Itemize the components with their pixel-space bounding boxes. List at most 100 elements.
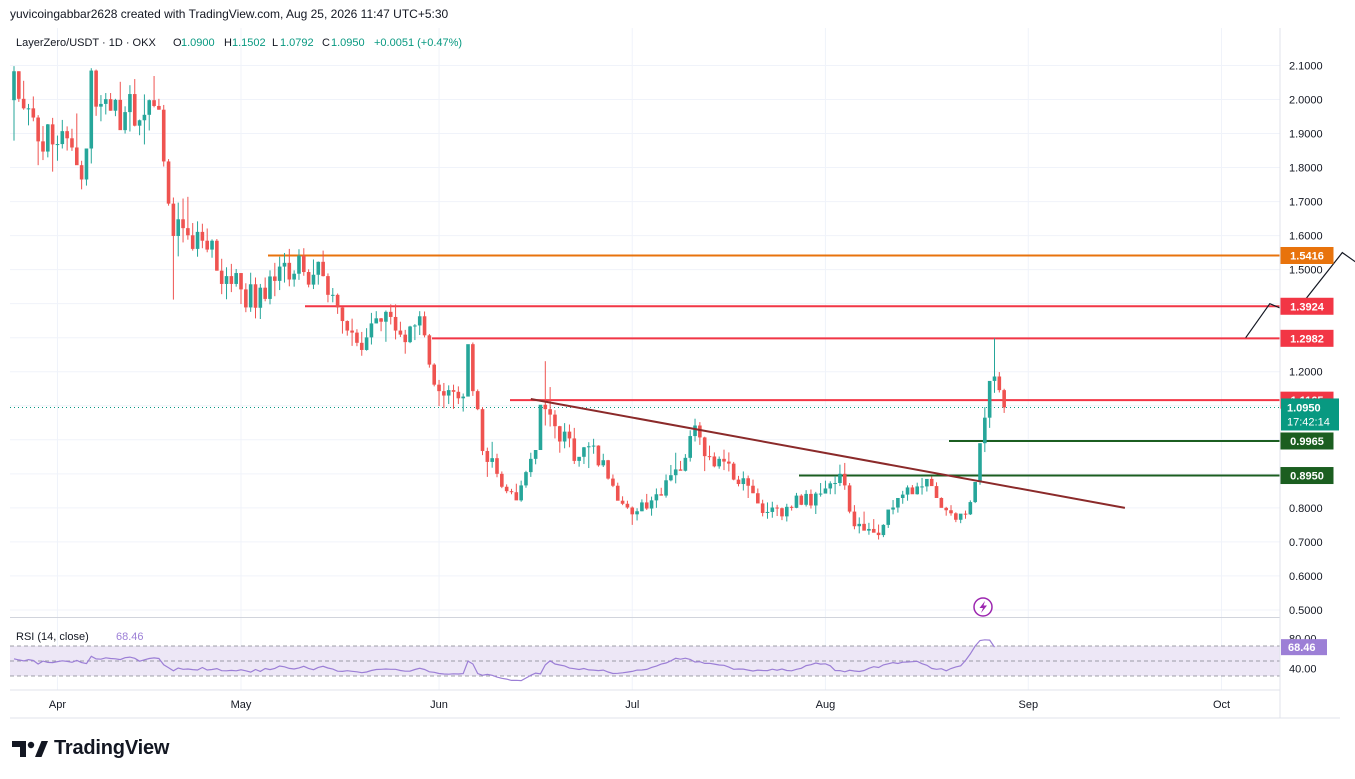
candle: [500, 471, 504, 489]
candle-body: [910, 487, 915, 495]
candle-body: [321, 261, 325, 277]
candle-body: [533, 450, 538, 459]
candle: [925, 478, 929, 492]
candle-body: [963, 513, 968, 515]
event-icon: [973, 597, 993, 617]
candle-body: [408, 326, 412, 343]
candle-body: [770, 507, 775, 512]
time-tick-jun: Jun: [430, 699, 448, 711]
candle: [287, 248, 292, 287]
candle-body: [475, 391, 480, 410]
candle: [335, 293, 340, 314]
candle-body: [842, 473, 847, 486]
level-tag: 1.5416: [1280, 246, 1334, 264]
candle-body: [142, 114, 147, 121]
level-tag-fill: [1281, 247, 1333, 264]
candle-body: [123, 112, 127, 131]
candle: [166, 159, 171, 206]
candle-body: [828, 483, 833, 489]
candle: [147, 99, 152, 131]
candle-body: [446, 390, 451, 396]
candle: [128, 85, 132, 132]
symbol-label: LayerZero/USDT · 1D · OKX: [16, 37, 156, 49]
candle-body: [297, 255, 301, 274]
tradingview-wordmark: TradingView: [54, 737, 170, 759]
candle: [41, 126, 45, 161]
candle: [79, 160, 84, 190]
candle-body: [741, 478, 746, 485]
candle-body: [1002, 390, 1006, 408]
candle-body: [21, 98, 26, 109]
candle-body: [915, 486, 920, 495]
candle: [388, 304, 393, 325]
candle-body: [567, 431, 572, 439]
candle: [403, 329, 408, 354]
candle-body: [118, 99, 123, 131]
horizontal-levels: [10, 254, 1280, 477]
candle-body: [635, 511, 639, 515]
candle: [475, 389, 480, 411]
candle-body: [596, 445, 601, 466]
current-price-text: 1.0950: [1287, 402, 1321, 414]
candle-body: [615, 485, 620, 501]
candle: [495, 453, 499, 478]
candle: [611, 474, 615, 488]
candle: [567, 424, 572, 448]
candle-body: [992, 376, 997, 381]
candle: [413, 324, 417, 341]
level-tag-fill: [1281, 298, 1333, 315]
candle: [601, 453, 606, 468]
price-tick: 1.5000: [1289, 265, 1323, 277]
time-tick-jul: Jul: [625, 699, 639, 711]
candle: [258, 283, 263, 319]
candle-body: [31, 108, 36, 118]
candle-body: [17, 71, 21, 99]
candle-body: [427, 335, 432, 365]
candle-body: [205, 240, 209, 250]
candle-body: [905, 487, 910, 495]
candle: [939, 497, 944, 508]
candle-body: [224, 276, 229, 284]
candle: [393, 304, 398, 340]
candle-body: [60, 131, 65, 145]
candle-body: [504, 486, 509, 492]
candle: [70, 128, 74, 151]
candle-body: [432, 364, 437, 385]
candle-body: [495, 458, 499, 474]
candle: [529, 452, 533, 477]
candle: [727, 452, 731, 472]
candle-body: [654, 494, 659, 501]
candle: [741, 471, 746, 491]
candle-body: [949, 510, 953, 514]
candle-body: [176, 219, 181, 236]
candle-body: [572, 438, 577, 461]
candle: [548, 387, 552, 427]
candle-body: [591, 445, 596, 447]
rsi-value-box: [1281, 639, 1327, 656]
tradingview-logo[interactable]: TradingView: [12, 737, 169, 760]
candle: [302, 248, 306, 276]
candle: [828, 481, 833, 495]
candle-body: [611, 478, 615, 486]
candle: [471, 342, 475, 396]
candle-body: [900, 494, 905, 498]
candle: [775, 504, 779, 517]
candle-body: [722, 458, 726, 462]
candle-body: [601, 460, 606, 466]
candle-body: [891, 507, 895, 510]
candle: [65, 126, 69, 151]
candle: [306, 269, 311, 288]
candle-body: [553, 414, 557, 427]
candle: [442, 382, 446, 409]
candle: [857, 517, 862, 534]
candle-body: [847, 485, 852, 512]
candle: [920, 477, 924, 495]
candle: [118, 81, 123, 131]
candle: [968, 500, 973, 516]
rsi-value-tag: 68.46: [1281, 639, 1327, 656]
level-tag-text: 1.3924: [1290, 301, 1325, 313]
candle-body: [268, 276, 272, 299]
candle: [451, 384, 456, 409]
candle-body: [862, 523, 866, 531]
